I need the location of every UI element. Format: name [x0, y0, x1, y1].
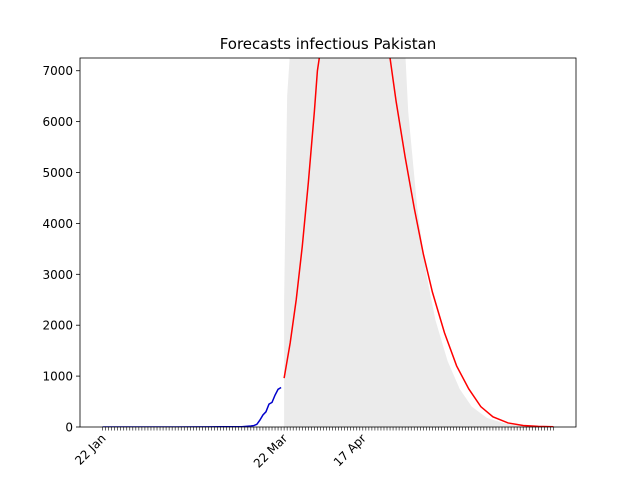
forecast-uncertainty-band — [284, 58, 554, 427]
plot-content — [102, 58, 554, 427]
observed-series-line — [102, 386, 282, 427]
x-axis-ticks: 22 Jan 22 Mar 17 Apr — [72, 427, 554, 471]
x-tick-label: 22 Jan — [72, 431, 108, 467]
forecast-series-line — [283, 58, 554, 427]
y-axis-ticks: 0 1000 2000 3000 4000 5000 6000 7000 — [42, 64, 80, 435]
y-tick-label: 0 — [65, 421, 73, 435]
y-tick-label: 5000 — [42, 166, 73, 180]
y-tick-label: 1000 — [42, 370, 73, 384]
x-tick-label: 22 Mar — [251, 431, 290, 470]
y-tick-label: 4000 — [42, 217, 73, 231]
y-tick-label: 7000 — [42, 64, 73, 78]
plot-frame — [79, 57, 577, 428]
y-tick-label: 3000 — [42, 268, 73, 282]
chart-title: Forecasts infectious Pakistan — [220, 35, 437, 53]
x-tick-label: 17 Apr — [331, 431, 369, 469]
y-tick-label: 6000 — [42, 115, 73, 129]
y-tick-label: 2000 — [42, 319, 73, 333]
